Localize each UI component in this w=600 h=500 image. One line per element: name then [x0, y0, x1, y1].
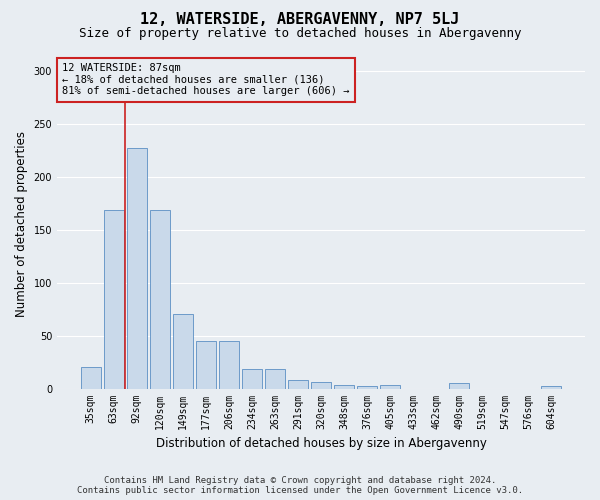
Bar: [380, 386, 400, 388]
Bar: [150, 210, 170, 388]
Bar: [449, 384, 469, 388]
Text: Contains HM Land Registry data © Crown copyright and database right 2024.
Contai: Contains HM Land Registry data © Crown c…: [77, 476, 523, 495]
Y-axis label: Number of detached properties: Number of detached properties: [15, 132, 28, 318]
Text: Size of property relative to detached houses in Abergavenny: Size of property relative to detached ho…: [79, 28, 521, 40]
Bar: [288, 380, 308, 388]
Text: 12, WATERSIDE, ABERGAVENNY, NP7 5LJ: 12, WATERSIDE, ABERGAVENNY, NP7 5LJ: [140, 12, 460, 28]
Bar: [196, 341, 216, 388]
Bar: [242, 370, 262, 388]
Bar: [541, 386, 561, 388]
Bar: [357, 386, 377, 388]
Bar: [173, 314, 193, 388]
Bar: [81, 368, 101, 388]
Bar: [311, 382, 331, 388]
Bar: [334, 386, 354, 388]
Bar: [127, 148, 146, 388]
Bar: [219, 341, 239, 388]
Bar: [265, 370, 285, 388]
Text: 12 WATERSIDE: 87sqm
← 18% of detached houses are smaller (136)
81% of semi-detac: 12 WATERSIDE: 87sqm ← 18% of detached ho…: [62, 64, 350, 96]
X-axis label: Distribution of detached houses by size in Abergavenny: Distribution of detached houses by size …: [155, 437, 487, 450]
Bar: [104, 210, 124, 388]
